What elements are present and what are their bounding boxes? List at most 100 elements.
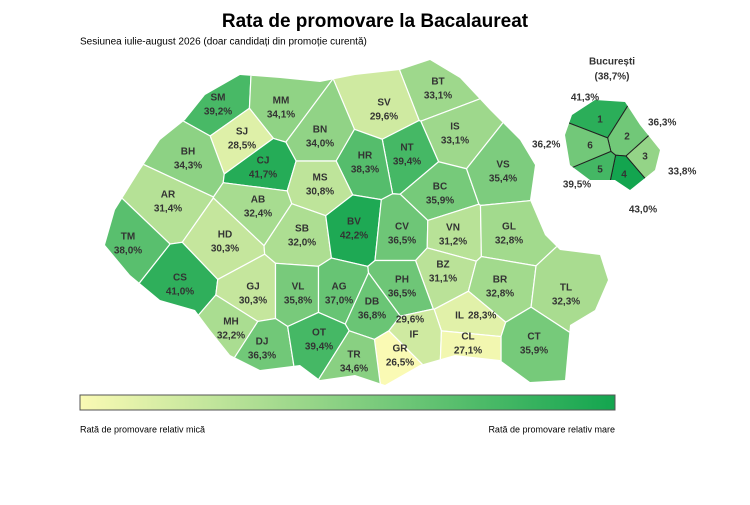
county-code: MH	[223, 317, 239, 328]
county-value: 35,8%	[284, 296, 312, 307]
county-code: GR	[393, 344, 409, 355]
county-value: 30,3%	[239, 296, 267, 307]
county-code: IF	[410, 330, 419, 341]
county-value: 39,2%	[204, 107, 232, 118]
county-value: 36,8%	[358, 311, 386, 322]
county-value: 28,5%	[228, 141, 256, 152]
county-code: DJ	[256, 337, 269, 348]
county-value: 33,1%	[441, 136, 469, 147]
sector-code: 1	[597, 115, 603, 126]
county-code: BT	[431, 77, 444, 88]
legend-low: Rată de promovare relativ mică	[80, 424, 205, 434]
sector	[625, 106, 660, 190]
sector-value: 36,3%	[648, 118, 676, 129]
county-value: 35,4%	[489, 174, 517, 185]
county-value: 34,6%	[340, 364, 368, 375]
sector-code: 4	[621, 170, 627, 181]
county-value: 29,6%	[370, 112, 398, 123]
county	[105, 60, 254, 137]
county-code: IL	[455, 311, 464, 322]
county-value: 38,0%	[114, 246, 142, 257]
county-value: 32,8%	[495, 236, 523, 247]
county-value: 37,0%	[325, 296, 353, 307]
county-value: 34,1%	[267, 110, 295, 121]
county-value: 29,6%	[396, 315, 424, 326]
county-code: AR	[161, 190, 176, 201]
county-value: 35,9%	[426, 196, 454, 207]
county-code: SV	[377, 98, 391, 109]
county-code: BZ	[436, 260, 449, 271]
county-value: 31,2%	[439, 237, 467, 248]
county-code: TL	[560, 283, 572, 294]
county-code: DB	[365, 297, 379, 308]
county-value: 34,0%	[306, 139, 334, 150]
bucharest-title: București	[589, 57, 635, 68]
sector	[565, 111, 612, 182]
county	[530, 178, 608, 380]
sector-code: 5	[597, 165, 603, 176]
county-code: CL	[461, 332, 474, 343]
sector-value: 43,0%	[629, 205, 657, 216]
title: Rata de promovare la Bacalaureat	[222, 11, 529, 32]
county-value: 36,5%	[388, 236, 416, 247]
county-code: BC	[433, 182, 447, 193]
county-value: 36,5%	[388, 289, 416, 300]
county-value: 41,7%	[249, 170, 277, 181]
sector-value: 36,2%	[532, 140, 560, 151]
sector-value: 33,8%	[668, 167, 696, 178]
county-code: TR	[347, 350, 361, 361]
county-code: CT	[527, 332, 540, 343]
county-value: 32,2%	[217, 331, 245, 342]
county-code: MS	[313, 173, 328, 184]
county-code: SM	[211, 93, 226, 104]
county-code: TM	[121, 232, 135, 243]
county-value: 38,3%	[351, 165, 379, 176]
county-value: 34,3%	[174, 161, 202, 172]
county-code: OT	[312, 328, 326, 339]
county-code: GL	[502, 222, 516, 233]
county-value: 27,1%	[454, 346, 482, 357]
county-value: 30,3%	[211, 244, 239, 255]
sector-value: 39,5%	[563, 180, 591, 191]
county-value: 32,3%	[552, 297, 580, 308]
county-code: VS	[496, 160, 510, 171]
county-value: 30,8%	[306, 187, 334, 198]
county-value: 31,1%	[429, 274, 457, 285]
county-value: 26,5%	[386, 358, 414, 369]
bucharest-total: (38,7%)	[594, 72, 629, 83]
county-code: BH	[181, 147, 195, 158]
county-value: 42,2%	[340, 231, 368, 242]
county-code: BR	[493, 275, 508, 286]
county-value: 36,3%	[248, 351, 276, 362]
county-code: GJ	[246, 282, 259, 293]
sector-value: 41,3%	[571, 93, 599, 104]
sector-code: 3	[642, 152, 648, 163]
county-code: PH	[395, 275, 409, 286]
bucharest-sectors	[565, 100, 660, 190]
county-value: 31,4%	[154, 204, 182, 215]
county-code: CV	[395, 222, 409, 233]
county-value: 33,1%	[424, 91, 452, 102]
legend-gradient	[79, 394, 616, 411]
county-code: MM	[273, 96, 290, 107]
legend-high: Rată de promovare relativ mare	[488, 424, 615, 434]
county-code: IS	[450, 122, 460, 133]
labels: SM 39,2% MM 34,1% BT 33,1% SV 29,6% SJ 28,5% BN 34,…	[114, 77, 697, 375]
county-code: HR	[358, 151, 373, 162]
county-value: 32,0%	[288, 238, 316, 249]
county-value: 28,3%	[468, 311, 496, 322]
county-code: AB	[251, 195, 265, 206]
county-value: 41,0%	[166, 287, 194, 298]
county-code: CJ	[257, 156, 270, 167]
county-code: NT	[400, 143, 413, 154]
county-code: SJ	[236, 127, 248, 138]
sector-code: 2	[624, 132, 630, 143]
county-code: VN	[446, 223, 460, 234]
county	[123, 294, 259, 385]
county-code: BV	[347, 217, 361, 228]
county-code: BN	[313, 125, 327, 136]
county-code: SB	[295, 224, 309, 235]
county-value: 39,4%	[305, 342, 333, 353]
sector-code: 6	[587, 141, 593, 152]
